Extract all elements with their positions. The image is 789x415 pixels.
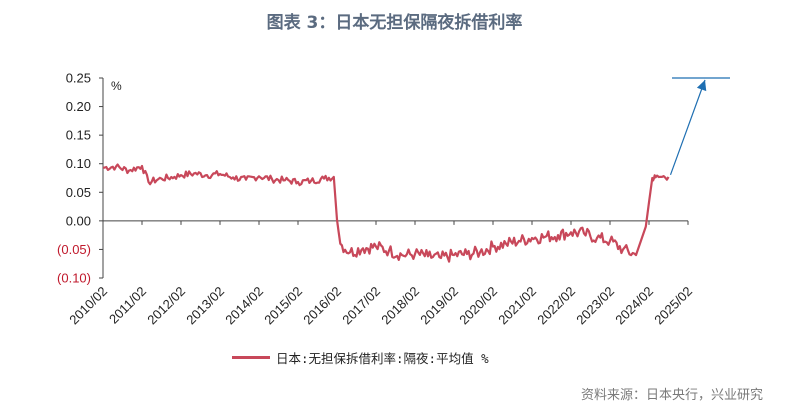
x-tick-label: 2024/02: [612, 284, 656, 328]
x-tick-label: 2012/02: [144, 284, 188, 328]
x-tick-label: 2011/02: [106, 284, 149, 327]
x-tick-label: 2018/02: [378, 284, 422, 328]
x-tick-label: 2022/02: [534, 284, 578, 328]
y-unit-label: %: [111, 79, 122, 93]
x-tick-label: 2014/02: [222, 284, 266, 328]
x-tick-label: 2020/02: [456, 284, 500, 328]
y-tick-label: 0.10: [66, 156, 91, 171]
x-tick-label: 2016/02: [300, 284, 344, 328]
legend-swatch: [232, 356, 270, 359]
figure-title: 图表 3：日本无担保隔夜拆借利率: [266, 13, 523, 33]
legend: 日本:无担保拆借利率:隔夜:平均值 %: [232, 348, 489, 367]
source-note: 资料来源：日本央行，兴业研究: [580, 388, 763, 403]
x-tick-label: 2023/02: [573, 284, 617, 328]
legend-label: 日本:无担保拆借利率:隔夜:平均值 %: [276, 351, 489, 366]
y-tick-label: 0.05: [66, 185, 91, 200]
x-tick-label: 2017/02: [339, 284, 383, 328]
y-tick-label: 0.00: [66, 213, 91, 228]
y-tick-label: (0.05): [57, 242, 91, 257]
y-tick-label: 0.20: [66, 99, 91, 114]
x-tick-label: 2010/02: [66, 284, 110, 328]
series-line: [102, 163, 670, 263]
x-tick-label: 2019/02: [417, 284, 461, 328]
arrow-head: [696, 80, 707, 92]
y-tick-label: 0.25: [66, 71, 91, 86]
x-tick-label: 2021/02: [495, 284, 539, 328]
line-chart: 0.25 0.20 0.15 0.10 0.05 0.00 (0.05) (0.10)% 201…: [57, 71, 730, 328]
y-tick-label: (0.10): [57, 271, 91, 286]
x-tick-label: 2025/02: [651, 284, 695, 328]
arrow-shaft: [669, 79, 706, 176]
x-tick-label: 2015/02: [261, 284, 305, 328]
x-tick-label: 2013/02: [183, 284, 227, 328]
y-tick-label: 0.15: [66, 128, 91, 143]
